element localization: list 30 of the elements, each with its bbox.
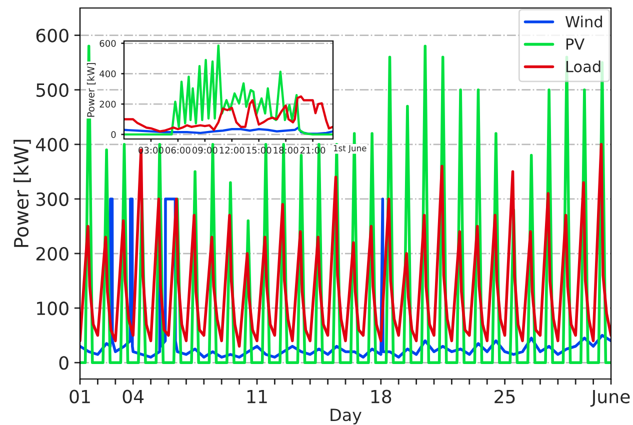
line-series [124, 126, 333, 135]
y-tick-label: 500 [36, 83, 68, 97]
y-tick-label: 200 [100, 100, 116, 108]
line-series [124, 44, 333, 136]
x-axis-title: Day [330, 408, 362, 424]
x-tick-label: 06:00 [166, 146, 190, 154]
y-tick-label: 400 [100, 70, 116, 78]
y-tick-label: 600 [100, 40, 116, 47]
y-tick-label: 100 [37, 302, 68, 316]
x-tick-label: 18 [371, 390, 392, 404]
x-tick-label: 12:00 [220, 146, 244, 154]
x-tick-label: June [590, 390, 630, 407]
y-tick-label: 0 [111, 131, 116, 138]
y-axis-title: Power [kW] [14, 140, 31, 247]
x-tick-label: 11 [247, 390, 267, 404]
annotation: 1st June [334, 145, 366, 153]
y-tick-label: 0 [59, 356, 68, 370]
legend-label: PV [566, 38, 585, 50]
legend-label: Wind [565, 16, 602, 28]
line-series [124, 95, 333, 133]
x-tick-label: 25 [494, 390, 515, 404]
y-axis-title: Power [kW] [86, 63, 96, 117]
x-tick-label: 01 [70, 390, 90, 404]
y-tick-label: 400 [36, 138, 68, 152]
y-tick-label: 200 [36, 246, 68, 261]
x-tick-label: 04 [122, 390, 144, 404]
y-tick-label: 600 [36, 28, 68, 42]
legend-label: Load [566, 60, 600, 72]
line-series [80, 143, 611, 348]
y-tick-label: 300 [36, 192, 68, 206]
